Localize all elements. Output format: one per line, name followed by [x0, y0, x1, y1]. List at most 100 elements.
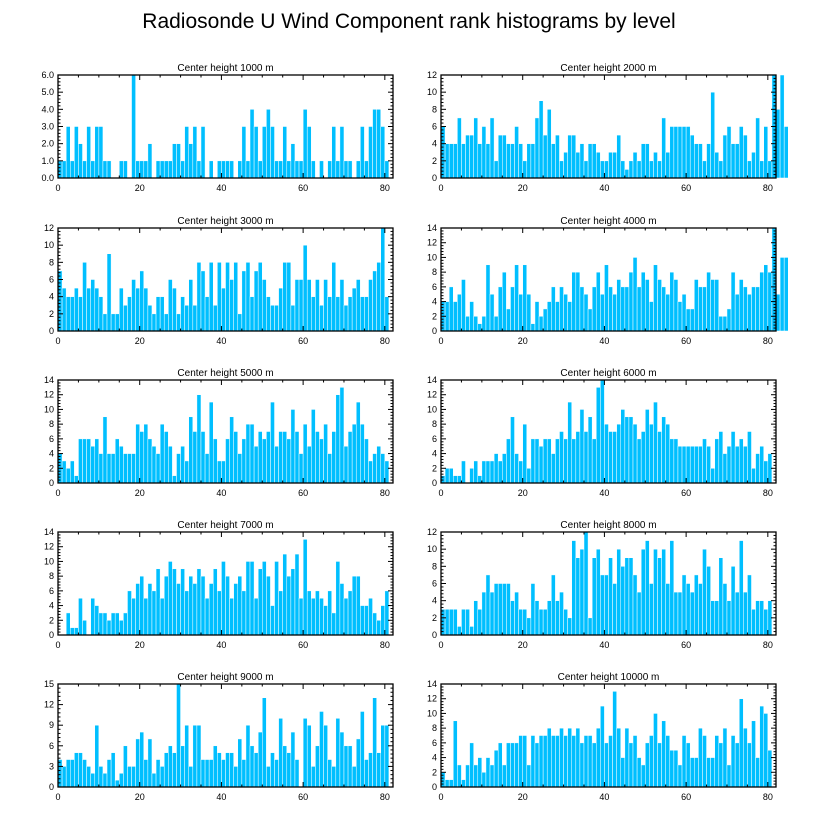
histogram-bar — [262, 438, 267, 484]
histogram-bar — [262, 279, 267, 332]
histogram-bar — [339, 126, 345, 179]
histogram-bar — [331, 262, 337, 332]
histogram-bar — [74, 475, 79, 484]
histogram-bar — [571, 735, 577, 788]
histogram-bar — [689, 445, 695, 484]
histogram-bar — [779, 74, 785, 179]
x-tick-label: 80 — [380, 336, 390, 346]
histogram-bar — [376, 620, 381, 636]
histogram-bar — [465, 316, 470, 332]
histogram-bar — [61, 160, 67, 179]
y-tick-label: 2 — [49, 309, 54, 319]
x-tick-label: 40 — [216, 640, 226, 650]
histogram-bar — [364, 296, 369, 332]
y-tick-label: 2 — [49, 463, 54, 473]
histogram-bar — [372, 453, 377, 484]
histogram-bar — [331, 766, 337, 788]
histogram-bar — [653, 401, 658, 484]
x-tick-label: 0 — [55, 183, 60, 193]
histogram-bar — [339, 731, 345, 788]
histogram-bar — [221, 460, 226, 484]
histogram-bar — [444, 609, 450, 636]
histogram-bar — [364, 605, 369, 636]
histogram-bar — [514, 126, 519, 179]
histogram-bar — [323, 605, 328, 636]
histogram-bar — [217, 752, 222, 788]
histogram-bar — [266, 431, 271, 484]
y-tick-label: 10 — [427, 708, 437, 718]
histogram-bar — [106, 253, 112, 332]
histogram-bar — [763, 609, 769, 636]
histogram-bar — [368, 597, 373, 636]
histogram-bar — [94, 287, 100, 332]
histogram-bar — [360, 605, 365, 636]
histogram-bar — [726, 308, 732, 332]
y-tick-label: 10 — [427, 252, 437, 262]
histogram-bar — [624, 416, 630, 484]
histogram-bar — [270, 126, 275, 179]
histogram-bar — [343, 597, 349, 636]
histogram-bar — [155, 296, 161, 332]
histogram-bar — [266, 296, 271, 332]
histogram-bar — [649, 301, 654, 332]
histogram-bar — [448, 143, 454, 179]
histogram-bar — [298, 597, 304, 636]
histogram-bar — [159, 597, 165, 636]
histogram-bar — [347, 745, 353, 788]
histogram-bar — [542, 438, 548, 484]
histogram-bar — [522, 160, 528, 179]
histogram-bar — [262, 126, 267, 179]
histogram-bar — [212, 438, 218, 484]
histogram-bar — [163, 313, 169, 332]
histogram-bar — [575, 271, 581, 332]
histogram-bar — [689, 308, 695, 332]
y-tick-label: 12 — [427, 390, 437, 400]
x-tick-label: 80 — [763, 488, 773, 498]
histogram-bar — [380, 605, 386, 636]
histogram-bar — [489, 460, 495, 484]
histogram-bar — [94, 438, 100, 484]
histogram-bar — [518, 143, 523, 179]
x-tick-label: 40 — [216, 336, 226, 346]
y-tick-label: 12 — [427, 694, 437, 704]
histogram-bar — [270, 305, 275, 332]
x-tick-label: 0 — [55, 336, 60, 346]
figure-title: Radiosonde U Wind Component rank histogr… — [142, 10, 675, 33]
histogram-bar — [119, 160, 124, 179]
x-tick-label: 20 — [135, 183, 145, 193]
y-tick-label: 6 — [432, 434, 437, 444]
histogram-bar — [616, 134, 622, 179]
histogram-bar — [657, 431, 662, 484]
histogram-bar — [477, 475, 483, 484]
histogram-bar — [143, 423, 149, 484]
y-tick-label: 12 — [427, 70, 437, 80]
histogram-bar — [677, 126, 683, 179]
histogram-bar — [461, 609, 466, 636]
histogram-bar — [493, 453, 499, 484]
histogram-bar — [583, 293, 589, 332]
y-tick-label: 8 — [49, 257, 54, 267]
histogram-bar — [694, 757, 699, 788]
histogram-bar — [155, 568, 161, 636]
histogram-bar — [612, 293, 617, 332]
histogram-bar — [163, 160, 169, 179]
histogram-bar — [518, 293, 523, 332]
histogram-bar — [221, 759, 226, 788]
y-tick-label: 0 — [432, 478, 437, 488]
x-tick-label: 60 — [298, 183, 308, 193]
histogram-bar — [282, 262, 288, 332]
histogram-bar — [510, 143, 515, 179]
histogram-bar — [453, 143, 458, 179]
x-tick-label: 60 — [298, 336, 308, 346]
histogram-bar — [90, 445, 96, 484]
histogram-bar — [645, 279, 650, 332]
histogram-bar — [323, 724, 328, 788]
histogram-bar — [204, 296, 210, 332]
histogram-bar — [319, 597, 324, 636]
histogram-bar — [245, 724, 251, 788]
histogram-bar — [653, 152, 658, 179]
histogram-bar — [763, 713, 769, 788]
histogram-bar — [706, 757, 711, 788]
histogram-bar — [70, 296, 75, 332]
histogram-bar — [608, 286, 613, 332]
